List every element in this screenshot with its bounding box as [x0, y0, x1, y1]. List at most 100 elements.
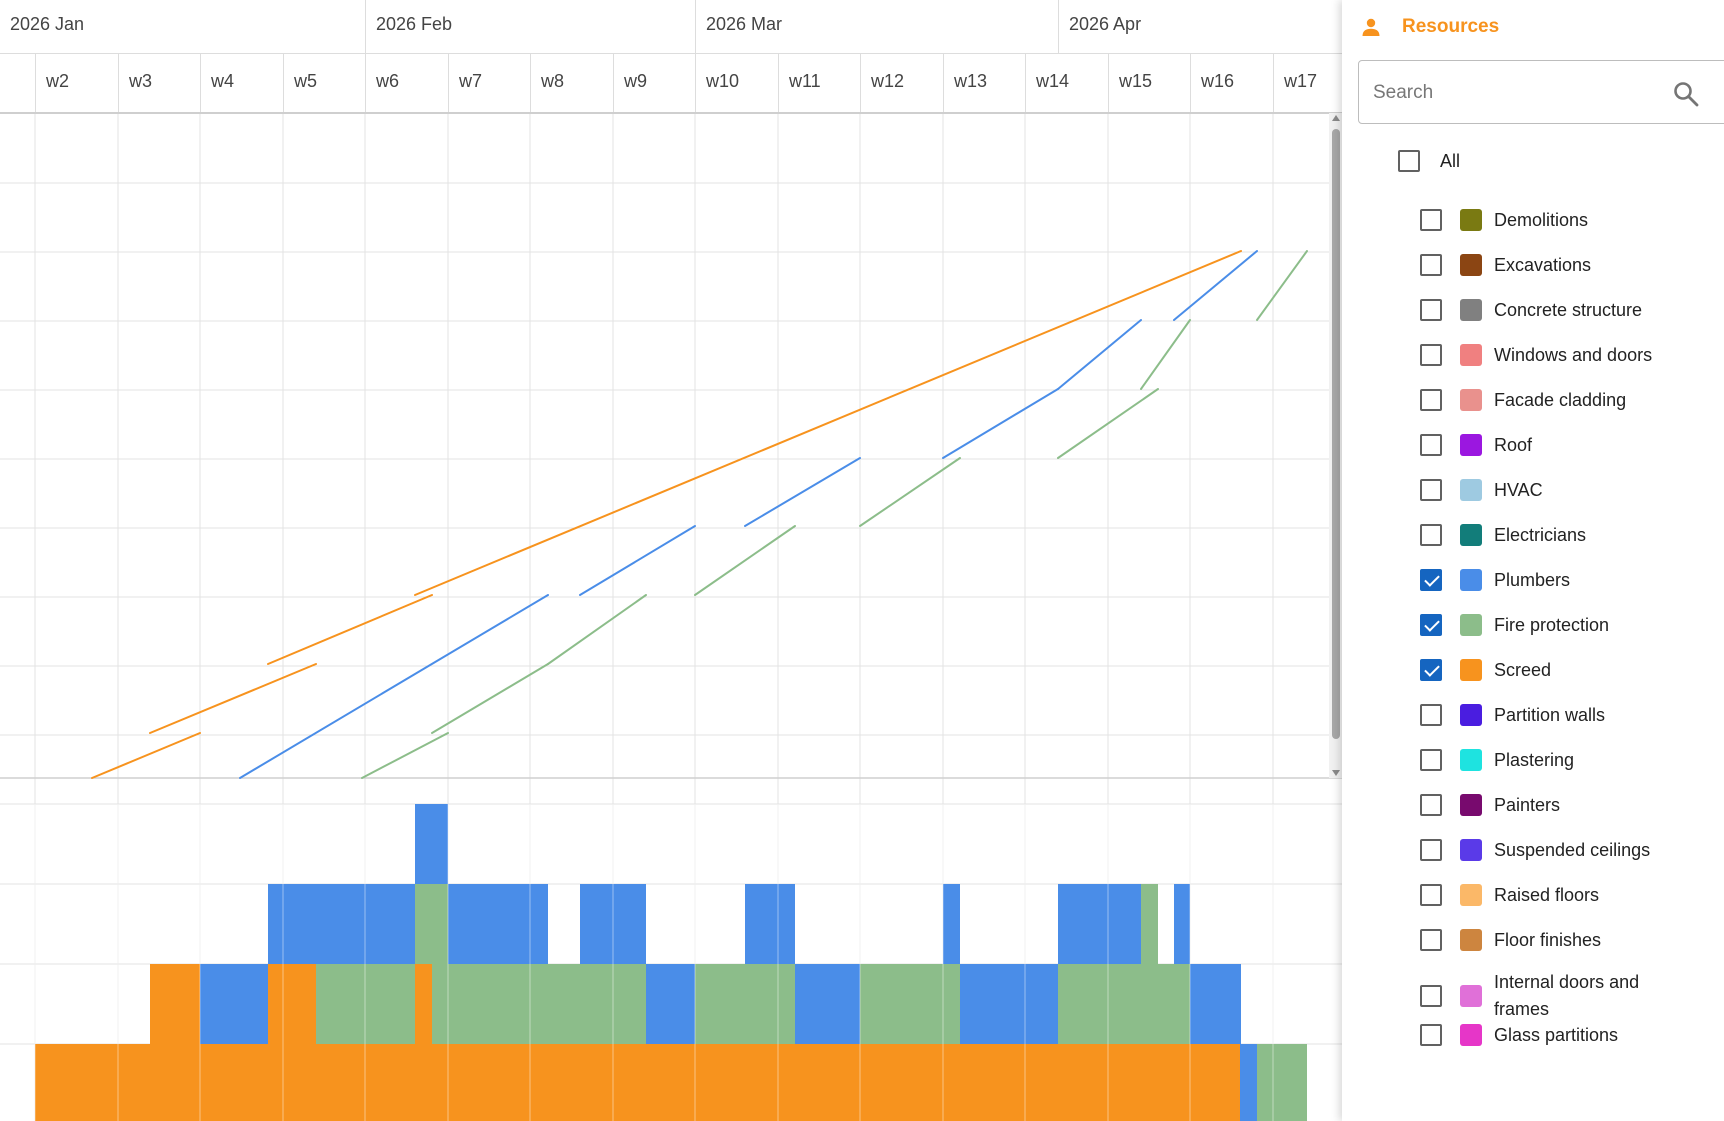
- resource-color-swatch: [1460, 299, 1482, 321]
- resource-item[interactable]: HVAC: [1420, 470, 1684, 510]
- resource-item[interactable]: Electricians: [1420, 515, 1684, 555]
- histogram-bar: [316, 964, 415, 1044]
- resource-checkbox[interactable]: [1420, 929, 1442, 951]
- resource-label: Painters: [1494, 794, 1561, 815]
- resource-color-swatch: [1460, 659, 1482, 681]
- resource-item[interactable]: Roof: [1420, 425, 1684, 465]
- resource-item[interactable]: Facade cladding: [1420, 380, 1684, 420]
- resource-checkbox[interactable]: [1420, 659, 1442, 681]
- resource-color-swatch: [1460, 839, 1482, 861]
- schedule-line: [361, 732, 449, 779]
- resource-item[interactable]: Raised floors: [1420, 875, 1684, 915]
- week-label: w12: [860, 54, 943, 112]
- search-field[interactable]: [1358, 60, 1724, 124]
- resource-item[interactable]: Concrete structure: [1420, 290, 1684, 330]
- histogram-bar: [268, 884, 415, 964]
- resource-item[interactable]: Screed: [1420, 650, 1684, 690]
- histogram-bar: [795, 964, 860, 1044]
- resource-color-swatch: [1460, 1024, 1482, 1046]
- resource-item[interactable]: Partition walls: [1420, 695, 1684, 735]
- histogram-bar: [960, 964, 1058, 1044]
- histogram-bar: [150, 964, 200, 1044]
- resource-label: Windows and doors: [1494, 344, 1653, 365]
- resource-label: Roof: [1494, 434, 1533, 455]
- scrollbar-thumb[interactable]: [1332, 129, 1340, 739]
- schedule-line: [91, 732, 201, 779]
- week-label: w15: [1108, 54, 1190, 112]
- resource-color-swatch: [1460, 434, 1482, 456]
- resource-item[interactable]: Internal doors and frames: [1420, 968, 1684, 1024]
- schedule-line: [859, 457, 961, 527]
- resource-color-swatch: [1460, 254, 1482, 276]
- schedule-line: [547, 594, 647, 665]
- histogram-bar: [448, 884, 548, 964]
- resource-checkbox[interactable]: [1420, 254, 1442, 276]
- resource-item[interactable]: Demolitions: [1420, 200, 1684, 240]
- week-label: w10: [695, 54, 778, 112]
- resource-item[interactable]: Plumbers: [1420, 560, 1684, 600]
- schedule-line: [431, 663, 549, 734]
- resource-checkbox[interactable]: [1420, 344, 1442, 366]
- resource-label: Concrete structure: [1494, 299, 1643, 320]
- resource-item[interactable]: Glass partitions: [1420, 1015, 1684, 1055]
- resource-checkbox[interactable]: [1420, 704, 1442, 726]
- resource-color-swatch: [1460, 209, 1482, 231]
- week-label: w16: [1190, 54, 1273, 112]
- week-label: w9: [613, 54, 695, 112]
- resources-panel: Resources All Demolitions Excavations Conc…: [1342, 0, 1724, 1121]
- resource-item[interactable]: Fire protection: [1420, 605, 1684, 645]
- resource-checkbox[interactable]: [1420, 434, 1442, 456]
- schedule-line: [694, 525, 796, 596]
- resource-checkbox[interactable]: [1420, 209, 1442, 231]
- scroll-up-arrow-icon[interactable]: [1332, 115, 1340, 121]
- resource-color-swatch: [1460, 344, 1482, 366]
- resource-item[interactable]: Suspended ceilings: [1420, 830, 1684, 870]
- schedule-line: [579, 525, 696, 596]
- resource-checkbox[interactable]: [1420, 884, 1442, 906]
- search-input[interactable]: [1371, 75, 1655, 111]
- resource-color-swatch: [1460, 569, 1482, 591]
- resource-checkbox[interactable]: [1420, 569, 1442, 591]
- resource-checkbox[interactable]: [1420, 1024, 1442, 1046]
- schedule-line: [239, 594, 549, 779]
- select-all-row[interactable]: All: [1398, 150, 1460, 172]
- select-all-checkbox[interactable]: [1398, 150, 1420, 172]
- histogram-bar: [1058, 884, 1141, 964]
- histogram-bar: [580, 884, 646, 964]
- resource-checkbox[interactable]: [1420, 479, 1442, 501]
- resource-checkbox[interactable]: [1420, 614, 1442, 636]
- resource-color-swatch: [1460, 749, 1482, 771]
- schedule-line: [1057, 319, 1142, 390]
- resource-checkbox[interactable]: [1420, 839, 1442, 861]
- resource-item[interactable]: Floor finishes: [1420, 920, 1684, 960]
- resource-color-swatch: [1460, 479, 1482, 501]
- histogram-bar: [415, 804, 448, 884]
- week-label: w17: [1273, 54, 1342, 112]
- resource-item[interactable]: Painters: [1420, 785, 1684, 825]
- resource-color-swatch: [1460, 704, 1482, 726]
- resource-checkbox[interactable]: [1420, 524, 1442, 546]
- resource-checkbox[interactable]: [1420, 299, 1442, 321]
- resource-label: Raised floors: [1494, 884, 1600, 905]
- resource-checkbox[interactable]: [1420, 985, 1442, 1007]
- histogram-bar: [432, 964, 646, 1044]
- resource-label: Electricians: [1494, 524, 1587, 545]
- vertical-scrollbar[interactable]: [1329, 113, 1342, 778]
- schedule-line: [1256, 250, 1308, 321]
- resource-item[interactable]: Windows and doors: [1420, 335, 1684, 375]
- histogram-bar: [268, 964, 316, 1044]
- month-label: 2026 Jan: [10, 14, 85, 34]
- resources-header: Resources: [1359, 14, 1499, 40]
- resource-checkbox[interactable]: [1420, 389, 1442, 411]
- week-label: w13: [943, 54, 1025, 112]
- timeline-view: 2026 Jan 2026 Feb 2026 Mar 2026 Apr w2 w…: [0, 0, 1342, 1121]
- resource-color-swatch: [1460, 614, 1482, 636]
- scroll-down-arrow-icon[interactable]: [1332, 770, 1340, 776]
- resource-item[interactable]: Plastering: [1420, 740, 1684, 780]
- search-icon[interactable]: [1672, 80, 1700, 108]
- resource-color-swatch: [1460, 985, 1482, 1007]
- resource-checkbox[interactable]: [1420, 794, 1442, 816]
- resource-checkbox[interactable]: [1420, 749, 1442, 771]
- resource-item[interactable]: Excavations: [1420, 245, 1684, 285]
- week-label: w3: [118, 54, 200, 112]
